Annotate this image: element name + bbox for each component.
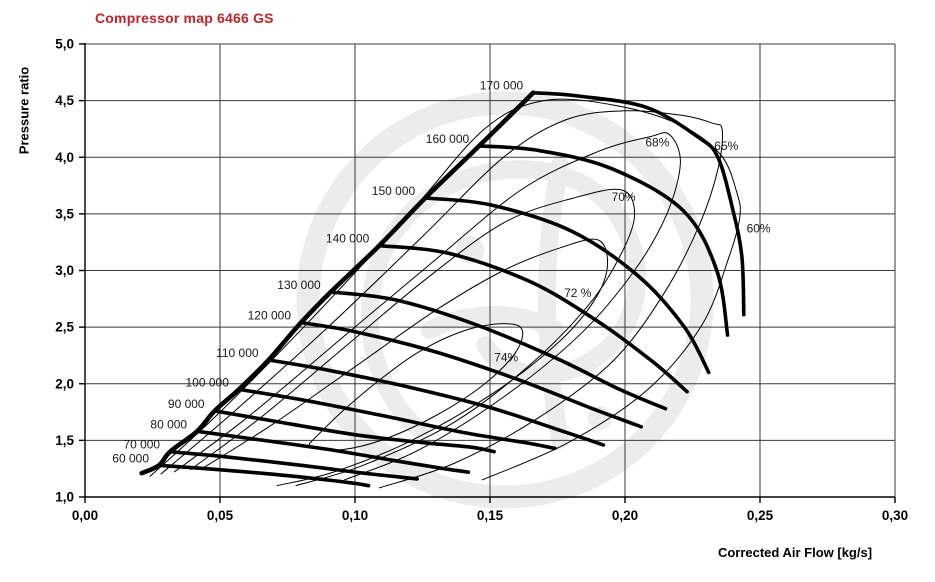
speed-line-160000 [477, 144, 730, 337]
efficiency-label: 65% [714, 139, 738, 153]
efficiency-contour-70 [190, 188, 636, 487]
speed-line-150000 [423, 196, 711, 375]
x-tick-label: 0,15 [477, 508, 504, 523]
efficiency-label: 74% [494, 351, 518, 365]
speed-line-80000 [195, 429, 471, 474]
efficiency-labels: 74% 72 % 70% 68% 65% 60% [494, 136, 771, 365]
speed-line-100000 [237, 387, 557, 451]
speed-line-label: 90 000 [168, 397, 205, 411]
y-tick-label: 4,5 [55, 93, 74, 108]
y-tick-label: 3,5 [55, 206, 74, 221]
y-tick-label: 5,0 [55, 37, 74, 52]
y-tick-label: 2,0 [55, 376, 74, 391]
speed-line-label: 70 000 [123, 438, 160, 452]
speed-line-110000 [266, 358, 606, 447]
efficiency-contour-72 [203, 238, 609, 487]
y-tick-label: 4,0 [55, 150, 74, 165]
y-axis-title: Pressure ratio [16, 66, 32, 155]
speed-line-90000 [212, 409, 496, 454]
speed-line-label: 100 000 [186, 375, 230, 389]
speed-line-label: 150 000 [372, 184, 416, 198]
efficiency-label: 60% [747, 222, 771, 236]
y-tick-label: 3,0 [55, 263, 74, 278]
speed-line-70000 [168, 449, 419, 481]
x-tick-label: 0,25 [747, 508, 774, 523]
speed-line-60000 [157, 463, 371, 488]
speed-line-120000 [299, 320, 643, 429]
watermark-swirl [476, 196, 647, 384]
axes [79, 43, 896, 503]
y-tick-label: 1,0 [55, 490, 74, 505]
x-axis-title: Corrected Air Flow [kg/s] [717, 545, 873, 560]
speed-line-label: 170 000 [480, 79, 524, 93]
speed-line-label: 110 000 [216, 346, 259, 360]
y-tick-label: 1,5 [55, 433, 74, 448]
speed-line-140000 [377, 243, 689, 394]
speed-line-label: 120 000 [248, 309, 292, 323]
speed-lines [139, 90, 746, 488]
speed-line-label: 60 000 [112, 451, 149, 465]
x-tick-label: 0,30 [882, 508, 908, 523]
x-tick-label: 0,10 [342, 508, 368, 523]
efficiency-label: 68% [645, 136, 669, 150]
y-tick-label: 2,5 [55, 320, 74, 335]
x-tick-label: 0,05 [207, 508, 234, 523]
efficiency-contour-74 [308, 323, 524, 451]
efficiency-label: 70% [612, 190, 636, 204]
grid-lines [85, 43, 896, 497]
x-tick-label: 0,00 [72, 508, 98, 523]
speed-line-label: 80 000 [150, 417, 187, 431]
efficiency-label: 72 % [564, 286, 592, 300]
speed-line-label: 130 000 [277, 278, 321, 292]
chart-title: Compressor map 6466 GS [95, 10, 274, 26]
speed-line-170000 [531, 90, 746, 317]
watermark-swirl [537, 156, 569, 449]
speed-line-label: 160 000 [426, 132, 470, 146]
speed-line-label: 140 000 [326, 232, 370, 246]
efficiency-contour-65 [160, 110, 723, 489]
efficiency-contours [149, 98, 741, 489]
watermark-swirl [421, 306, 564, 339]
x-tick-label: 0,20 [612, 508, 638, 523]
speed-line-130000 [328, 290, 668, 411]
efficiency-contour-68 [173, 132, 681, 481]
tick-labels: 0,00 0,05 0,10 0,15 0,20 0,25 0,30 1,0 1,5 2,0 2,5… [55, 37, 908, 524]
